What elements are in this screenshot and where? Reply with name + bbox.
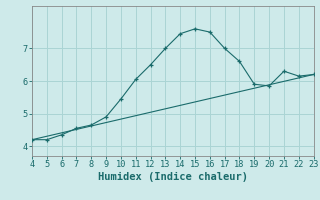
X-axis label: Humidex (Indice chaleur): Humidex (Indice chaleur) xyxy=(98,172,248,182)
